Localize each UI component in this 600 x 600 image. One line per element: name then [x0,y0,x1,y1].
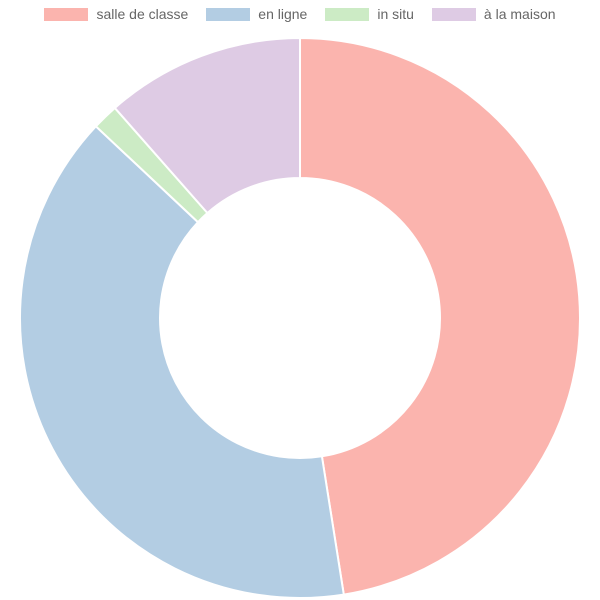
legend-item-in-situ[interactable]: in situ [325,6,414,22]
legend-label: en ligne [258,6,308,22]
legend-item-a-la-maison[interactable]: à la maison [431,6,556,22]
slice-en-ligne[interactable] [19,124,345,599]
legend-item-en-ligne[interactable]: en ligne [206,6,307,22]
legend-swatch [206,7,251,21]
slice-salle-de-classe[interactable] [299,36,581,596]
chart-legend: salle de classe en ligne in situ à la ma… [0,6,600,22]
legend-item-salle-de-classe[interactable]: salle de classe [44,6,188,22]
slice--la-maison[interactable] [113,36,301,215]
legend-swatch [44,7,89,21]
doughnut-slices [19,36,581,599]
legend-swatch [431,7,476,21]
legend-label: à la maison [483,6,556,22]
legend-label: in situ [377,6,414,22]
legend-swatch [325,7,370,21]
legend-label: salle de classe [96,6,189,22]
